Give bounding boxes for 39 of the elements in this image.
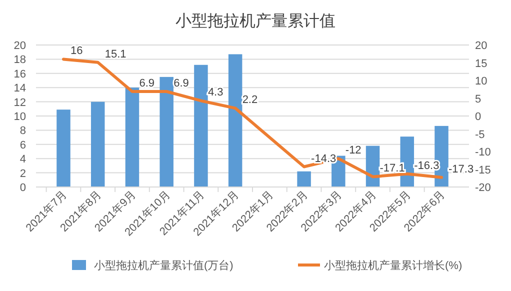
data-label: 16 [70,45,83,58]
legend-label: 小型拖拉机产量累计值(万台) [94,259,234,272]
y2-tick-label: 5 [475,93,482,106]
y2-tick-label: 15 [475,58,488,70]
data-label: 4.3 [208,86,224,99]
data-label: 2.2 [242,94,258,106]
bar [90,102,105,187]
y-tick-label: 2 [20,168,26,180]
y-tick-label: 16 [14,68,26,80]
data-label: 15.1 [104,48,126,60]
y-tick-label: 18 [14,54,26,66]
bar [160,76,174,187]
line-series [62,58,444,179]
y-tick-label: 0 [20,182,26,194]
y2-tick-label: -5 [475,128,485,141]
bar [125,88,140,187]
y2-tick-label: -20 [475,182,491,194]
bar [56,110,70,187]
y-tick-label: 14 [14,82,26,95]
bar [297,171,311,187]
y2-tick-label: 20 [475,40,488,52]
bar [194,64,208,187]
data-label: -12 [345,144,362,157]
data-label: -17.3 [448,163,474,176]
y-tick-label: 12 [14,96,26,109]
y2-tick-label: 0 [475,111,482,123]
y2-tick-label: -15 [475,164,491,176]
y-tick-label: 6 [20,139,26,152]
y2-tick-label: -10 [475,146,491,158]
y-tick-label: 8 [20,125,26,138]
bar [228,54,242,187]
data-label: 6.9 [139,78,155,90]
y-tick-label: 10 [14,111,26,123]
chart-title: 小型拖拉机产量累计值 [176,12,336,30]
y2-tick-label: 10 [475,76,488,88]
y-tick-label: 4 [20,154,26,166]
data-label: 6.9 [174,78,189,90]
legend-label: 小型拖拉机产量累计增长(%) [324,259,462,272]
y-tick-label: 20 [14,40,26,52]
